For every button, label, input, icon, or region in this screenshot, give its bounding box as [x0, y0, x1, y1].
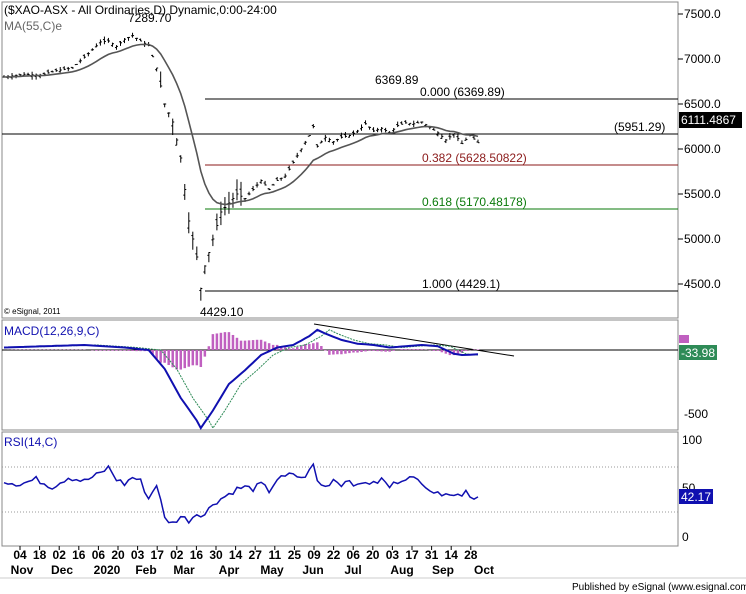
x-month-label: Mar: [173, 563, 195, 577]
x-day-label: 11: [268, 548, 281, 562]
x-day-label: 02: [170, 548, 184, 562]
peak-label: 7289.70: [128, 11, 172, 25]
price-series: [2, 32, 480, 301]
copyright-label: © eSignal, 2011: [4, 307, 61, 316]
macd-value: -33.98: [681, 346, 715, 360]
fib-label-0: 0.000 (6369.89): [420, 85, 505, 99]
rsi-ytick-100: 100: [682, 433, 702, 447]
ma-indicator-label: MA(55,C)e: [4, 19, 62, 33]
x-day-label: 28: [464, 548, 478, 562]
footer-text: Published by eSignal (www.esignal.com): [572, 582, 746, 593]
x-day-label: 20: [111, 548, 125, 562]
price-ytick-label: 7000.0: [684, 52, 721, 66]
macd-panel-frame: [1, 319, 679, 431]
x-day-label: 30: [209, 548, 223, 562]
chart-title: ($XAO-ASX - All Ordinaries,D) Dynamic,0:…: [4, 3, 277, 17]
macd-line: [3, 328, 479, 431]
macd-value-tag: [679, 345, 717, 360]
x-month-label: Jul: [344, 563, 361, 577]
high-label: 6369.89: [375, 73, 419, 87]
price-ytick-label: 5000.0: [684, 232, 721, 246]
fib-label-618: 0.618 (5170.48178): [422, 195, 527, 209]
x-month-label: Nov: [11, 563, 34, 577]
price-y-axis: 7500.0 7000.0 6500.0 6000.0 5500.0 5000.0 4500…: [678, 7, 721, 291]
rsi-series: [3, 462, 479, 525]
last-price-tag: [679, 112, 742, 128]
macd-hist-swatch: [679, 335, 689, 343]
x-day-label: 20: [366, 548, 380, 562]
x-day-label: 17: [151, 548, 165, 562]
rsi-line: [3, 462, 479, 525]
x-day-label: 17: [405, 548, 419, 562]
x-day-label: 22: [327, 548, 341, 562]
macd-title: MACD(12,26,9,C): [4, 324, 99, 338]
ma-line: [3, 43, 479, 206]
x-day-label: 31: [425, 548, 439, 562]
macd-ytick: -500: [684, 407, 708, 421]
trough-label: 4429.10: [200, 305, 244, 319]
x-day-label: 06: [92, 548, 106, 562]
x-day-label: 03: [386, 548, 400, 562]
price-ytick-label: 4500.0: [684, 277, 721, 291]
x-month-label: Sep: [432, 563, 454, 577]
x-month-label: May: [260, 563, 284, 577]
x-month-label: Apr: [219, 563, 240, 577]
x-day-label: 09: [307, 548, 321, 562]
rsi-panel-frame: [1, 431, 679, 547]
price-ytick-label: 6000.0: [684, 142, 721, 156]
x-day-label: 16: [72, 548, 86, 562]
price-panel-frame: [1, 1, 679, 319]
x-day-label: 16: [190, 548, 204, 562]
x-month-label: Aug: [390, 563, 413, 577]
price-ytick-label: 6500.0: [684, 97, 721, 111]
price-ytick-label: 5500.0: [684, 187, 721, 201]
macd-trend-line: [313, 323, 515, 357]
x-day-label: 14: [445, 548, 459, 562]
x-month-label: Oct: [474, 563, 494, 577]
x-day-label: 04: [13, 548, 27, 562]
x-day-label: 06: [347, 548, 361, 562]
x-month-label: 2020: [94, 563, 121, 577]
price-ytick-label: 7500.0: [684, 7, 721, 21]
rsi-value: 42.17: [681, 490, 711, 504]
fib-label-382: 0.382 (5628.50822): [422, 151, 527, 165]
x-axis: 04 18 02 16 06 20 03 17 02 16 30 14 27 11 25 09 22 06 20 03…: [11, 546, 494, 577]
x-month-label: Dec: [51, 563, 73, 577]
x-day-label: 03: [131, 548, 145, 562]
x-month-label: Jun: [302, 563, 323, 577]
x-day-label: 25: [288, 548, 302, 562]
fib-label-100: 1.000 (4429.1): [422, 277, 500, 291]
x-day-label: 18: [33, 548, 47, 562]
x-day-label: 02: [53, 548, 67, 562]
x-day-label: 27: [249, 548, 263, 562]
x-month-label: Feb: [135, 563, 156, 577]
rsi-ytick-0: 0: [682, 530, 689, 544]
rsi-title: RSI(14,C): [4, 435, 57, 449]
footer-bar: [0, 578, 746, 594]
rsi-value-tag: [679, 489, 713, 504]
macd-series: [3, 328, 480, 431]
support-label: (5951.29): [614, 120, 665, 134]
last-price-value: 6111.4867: [681, 113, 736, 127]
x-day-label: 14: [229, 548, 243, 562]
